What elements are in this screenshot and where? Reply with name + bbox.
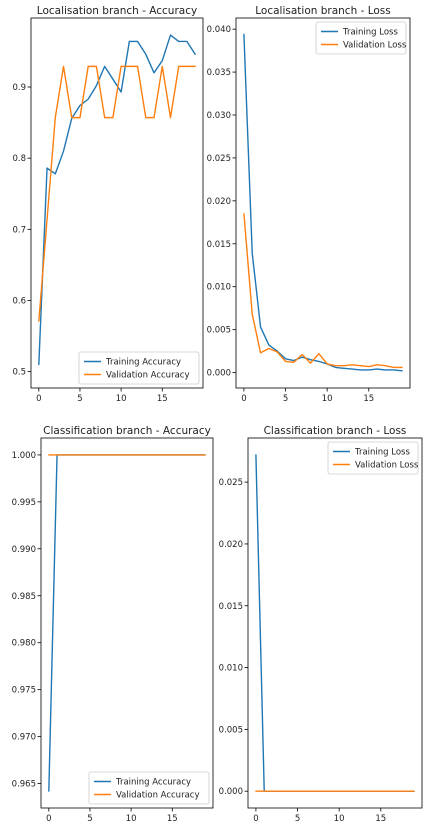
- x-tick-label: 5: [283, 394, 288, 404]
- y-tick-label: 0.8: [12, 154, 26, 164]
- y-tick-label: 0.000: [207, 369, 231, 379]
- y-tick-label: 0.9: [12, 83, 26, 93]
- y-tick-label: 0.7: [12, 225, 26, 235]
- legend-label: Validation Loss: [355, 461, 419, 471]
- y-tick-label: 0.005: [207, 326, 231, 336]
- x-tick-label: 5: [295, 814, 300, 824]
- chart-title: Localisation branch - Loss: [255, 5, 390, 17]
- y-tick-label: 0.005: [219, 725, 243, 735]
- legend: Training Loss Validation Loss: [315, 21, 407, 55]
- legend-box: [327, 441, 419, 475]
- classification-loss-chart: Classification branch - Loss 0 5 10 15 0.000…: [219, 425, 423, 824]
- legend-label: Validation Accuracy: [106, 371, 189, 381]
- x-tick-label: 10: [126, 814, 137, 824]
- x-tick-label: 0: [253, 814, 258, 824]
- legend: Training Accuracy Validation Accuracy: [78, 351, 200, 385]
- legend-box: [88, 771, 210, 805]
- x-tick-label: 0: [241, 394, 246, 404]
- y-tick-label: 0.6: [12, 296, 26, 306]
- y-tick-label: 0.975: [12, 686, 36, 696]
- x-tick-label: 10: [334, 814, 345, 824]
- y-tick-label: 0.035: [207, 68, 231, 78]
- chart-title: Localisation branch - Accuracy: [37, 5, 197, 17]
- chart-title: Classification branch - Loss: [264, 425, 407, 437]
- y-tick-label: 0.990: [12, 545, 36, 555]
- series-line-training-loss: [243, 33, 403, 372]
- classification-accuracy-chart: Classification branch - Accuracy 0 5 10 15 0…: [12, 425, 214, 824]
- legend: Training Accuracy Validation Accuracy: [88, 771, 210, 805]
- legend-label: Training Accuracy: [115, 778, 191, 788]
- x-tick-label: 0: [36, 394, 41, 404]
- y-tick-label: 0.020: [207, 197, 231, 207]
- y-tick-label: 0.030: [207, 111, 231, 121]
- axes-frame: [235, 17, 411, 389]
- x-tick-label: 10: [322, 394, 333, 404]
- legend-label: Validation Accuracy: [116, 791, 199, 801]
- x-tick-label: 5: [87, 814, 92, 824]
- y-tick-label: 0.025: [207, 154, 231, 164]
- axes-frame: [30, 17, 204, 389]
- y-tick-label: 0.965: [12, 780, 36, 790]
- legend-box: [315, 21, 407, 55]
- x-tick-label: 15: [157, 394, 168, 404]
- legend-label: Training Loss: [354, 448, 410, 458]
- y-tick-label: 0.015: [219, 602, 243, 612]
- y-tick-label: 0.015: [207, 240, 231, 250]
- y-tick-label: 0.995: [12, 498, 36, 508]
- series-line-validation-loss: [243, 213, 403, 369]
- localisation-accuracy-chart: Localisation branch - Accuracy 0 5 10 15 0.5…: [12, 5, 204, 404]
- y-tick-label: 0.000: [219, 787, 243, 797]
- y-tick-label: 0.985: [12, 592, 36, 602]
- legend-label: Training Loss: [342, 28, 398, 38]
- legend-label: Validation Loss: [343, 41, 407, 51]
- chart-title: Classification branch - Accuracy: [43, 425, 211, 437]
- y-tick-label: 0.040: [207, 25, 231, 35]
- y-tick-label: 1.000: [12, 451, 36, 461]
- legend-box: [78, 351, 200, 385]
- x-tick-label: 5: [77, 394, 82, 404]
- axes-frame: [40, 437, 214, 809]
- localisation-loss-chart: Localisation branch - Loss 0 5 10 15 0.000 0.…: [207, 5, 411, 404]
- x-tick-label: 15: [363, 394, 374, 404]
- series-line-training-accuracy: [38, 34, 196, 366]
- x-tick-label: 15: [167, 814, 178, 824]
- y-tick-label: 0.5: [12, 368, 26, 378]
- y-tick-label: 0.010: [219, 664, 243, 674]
- y-tick-label: 0.020: [219, 540, 243, 550]
- y-tick-label: 0.970: [12, 733, 36, 743]
- y-tick-label: 0.025: [219, 478, 243, 488]
- x-tick-label: 0: [46, 814, 51, 824]
- series-line-validation-accuracy: [38, 65, 196, 322]
- legend: Training Loss Validation Loss: [327, 441, 419, 475]
- y-tick-label: 0.980: [12, 639, 36, 649]
- axes-frame: [247, 437, 423, 809]
- legend-label: Training Accuracy: [105, 358, 181, 368]
- x-tick-label: 15: [375, 814, 386, 824]
- x-tick-label: 10: [116, 394, 127, 404]
- y-tick-label: 0.010: [207, 283, 231, 293]
